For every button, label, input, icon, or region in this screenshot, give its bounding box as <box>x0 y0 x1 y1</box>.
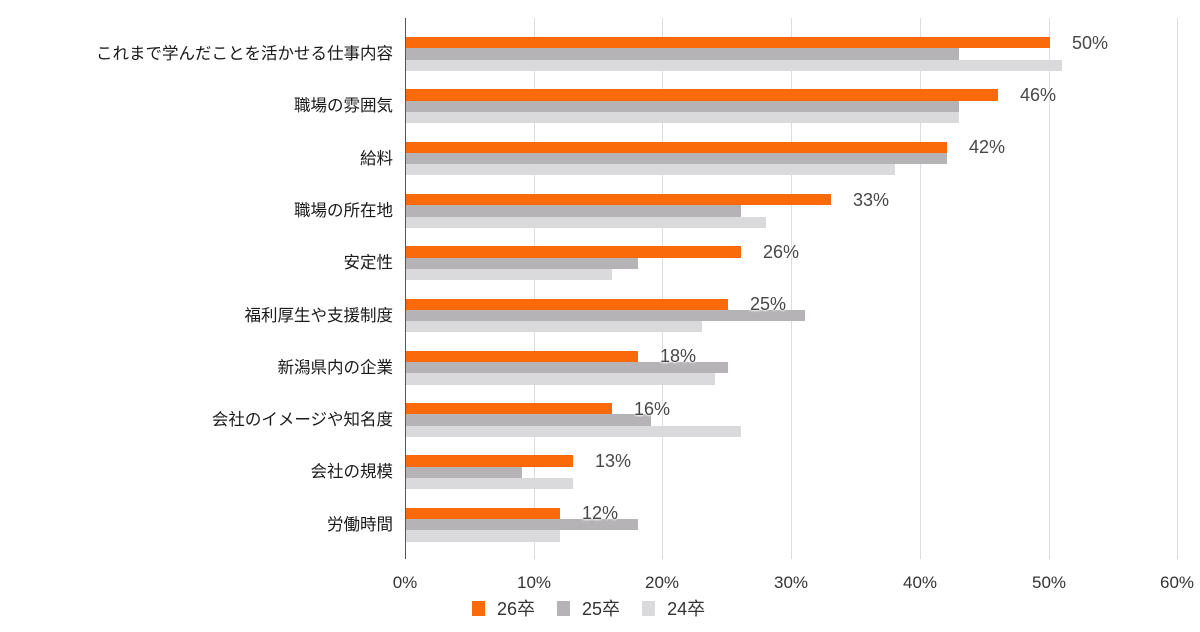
bar-26卒 <box>406 298 728 310</box>
data-label: 18% <box>660 346 697 366</box>
category-label: 会社のイメージや知名度 <box>211 410 393 429</box>
gridline <box>1049 18 1050 559</box>
category-label: 労働時間 <box>327 515 393 534</box>
gridline <box>920 18 921 559</box>
bar-25卒 <box>406 100 960 112</box>
bar-26卒 <box>406 193 831 206</box>
legend-label: 25卒 <box>582 599 621 619</box>
data-label: 42% <box>969 137 1006 157</box>
data-label: 33% <box>853 190 890 210</box>
data-label: 13% <box>595 451 632 471</box>
x-tick-label: 40% <box>902 573 938 592</box>
gridline <box>662 18 663 559</box>
category-label: 職場の所在地 <box>294 201 393 220</box>
category-label: 福利厚生や支援制度 <box>244 306 394 325</box>
bar-25卒 <box>406 362 728 374</box>
bar-26卒 <box>406 455 574 467</box>
bar-24卒 <box>406 59 1063 71</box>
data-label: 25% <box>750 294 787 314</box>
bar-24卒 <box>406 111 960 124</box>
legend: 26卒 25卒 24卒 <box>472 597 727 619</box>
category-label: これまで学んだことを活かせる仕事内容 <box>96 44 393 63</box>
gridline <box>1177 18 1178 559</box>
x-tick-label: 60% <box>1159 573 1195 592</box>
bar-24卒 <box>406 530 561 542</box>
bar-26卒 <box>406 507 561 520</box>
category-label: 職場の雰囲気 <box>294 96 393 115</box>
category-label: 給料 <box>360 149 393 168</box>
x-tick-label: 50% <box>1031 573 1067 592</box>
bar-24卒 <box>406 373 715 385</box>
bar-24卒 <box>406 425 741 438</box>
bar-26卒 <box>406 350 638 363</box>
bar-24卒 <box>406 216 767 228</box>
legend-item-26: 26卒 <box>472 595 535 621</box>
bar-25卒 <box>406 309 805 322</box>
bar-24卒 <box>406 164 896 176</box>
category-label: 新潟県内の企業 <box>277 358 394 377</box>
x-tick-label: 20% <box>644 573 680 592</box>
x-tick-label: 10% <box>516 573 552 592</box>
bar-24卒 <box>406 478 574 490</box>
data-label: 26% <box>763 242 800 262</box>
bar-26卒 <box>406 37 1050 49</box>
legend-item-24: 24卒 <box>642 595 705 621</box>
bar-26卒 <box>406 141 947 153</box>
data-label: 50% <box>1072 33 1109 53</box>
bar-25卒 <box>406 466 522 479</box>
legend-item-25: 25卒 <box>557 595 620 621</box>
gridline <box>791 18 792 559</box>
legend-swatch-icon <box>642 600 656 616</box>
bar-25卒 <box>406 519 638 531</box>
bar-25卒 <box>406 205 741 217</box>
bar-25卒 <box>406 48 960 60</box>
gridline <box>534 18 535 559</box>
bar-25卒 <box>406 257 638 269</box>
data-label: 12% <box>582 503 619 523</box>
data-label: 46% <box>1020 85 1057 105</box>
bar-26卒 <box>406 246 741 258</box>
bar-25卒 <box>406 152 947 165</box>
category-label: 会社の規模 <box>310 462 394 481</box>
bar-26卒 <box>406 89 998 101</box>
y-axis-line <box>405 18 406 559</box>
bar-25卒 <box>406 414 651 426</box>
bar-26卒 <box>406 403 612 415</box>
data-label: 16% <box>634 399 671 419</box>
x-tick-label: 30% <box>773 573 809 592</box>
legend-swatch-icon <box>472 600 485 616</box>
category-label: 安定性 <box>343 253 394 272</box>
legend-swatch-icon <box>557 600 571 616</box>
x-tick-label: 0% <box>392 573 418 592</box>
legend-label: 24卒 <box>667 599 706 619</box>
bar-24卒 <box>406 268 612 281</box>
bar-24卒 <box>406 321 702 333</box>
legend-label: 26卒 <box>497 599 536 619</box>
